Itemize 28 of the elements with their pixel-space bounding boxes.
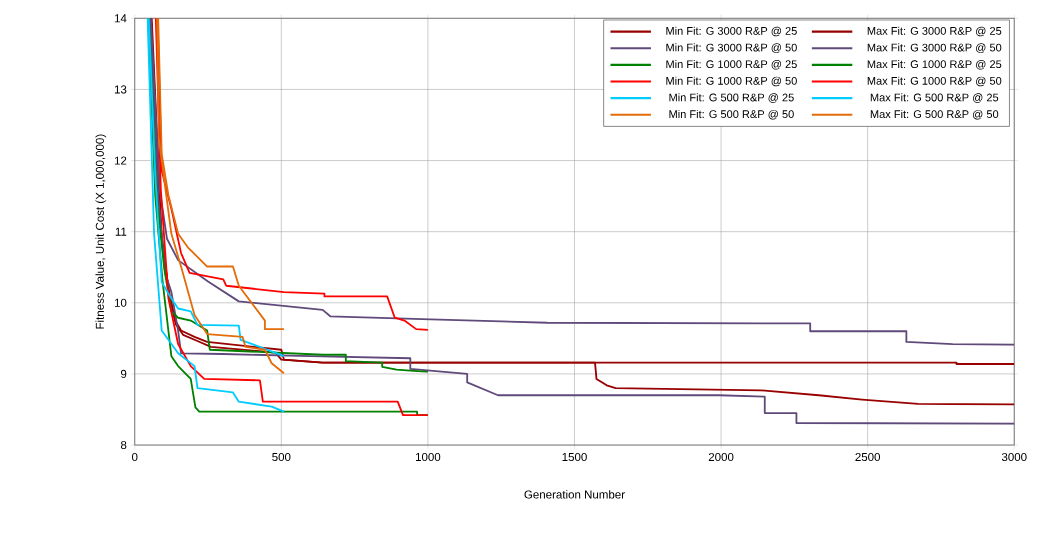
x-axis-title: Generation Number <box>524 490 625 499</box>
y-axis-title: Fitness Value, Unit Cost (X 1,000,000) <box>95 134 107 329</box>
y-tick-label: 12 <box>114 156 127 165</box>
legend-label: Min Fit: G 1000 R&P @ 50 <box>666 76 797 87</box>
legend-label: Min Fit: G 500 R&P @ 50 <box>669 109 794 120</box>
legend-label: Max Fit: G 1000 R&P @ 50 <box>867 76 1002 87</box>
legend-label: Max Fit: G 500 R&P @ 25 <box>870 93 999 103</box>
legend-label: Min Fit: G 500 R&P @ 25 <box>669 93 794 103</box>
y-tick-label: 9 <box>120 369 127 378</box>
y-tick-label: 8 <box>120 440 127 449</box>
x-tick-label: 2000 <box>708 452 734 461</box>
x-tick-label: 1500 <box>562 452 587 461</box>
y-tick-label: 14 <box>114 14 127 23</box>
y-tick-label: 11 <box>115 227 127 236</box>
x-tick-label: 500 <box>272 452 291 461</box>
legend-label: Min Fit: G 3000 R&P @ 25 <box>666 26 797 37</box>
x-tick-label: 0 <box>131 452 138 461</box>
legend-label: Min Fit: G 3000 R&P @ 50 <box>666 43 797 53</box>
x-tick-label: 2500 <box>855 452 881 461</box>
x-tick-label: 1000 <box>415 452 441 461</box>
x-tick-label: 3000 <box>1001 452 1027 461</box>
legend-label: Max Fit: G 1000 R&P @ 25 <box>867 59 1002 70</box>
y-tick-label: 13 <box>114 85 127 94</box>
legend-label: Max Fit: G 3000 R&P @ 25 <box>867 26 1002 37</box>
legend-label: Max Fit: G 3000 R&P @ 50 <box>867 43 1002 53</box>
legend-label: Min Fit: G 1000 R&P @ 25 <box>666 59 797 70</box>
legend-label: Max Fit: G 500 R&P @ 50 <box>870 109 999 120</box>
y-tick-label: 10 <box>114 298 127 307</box>
